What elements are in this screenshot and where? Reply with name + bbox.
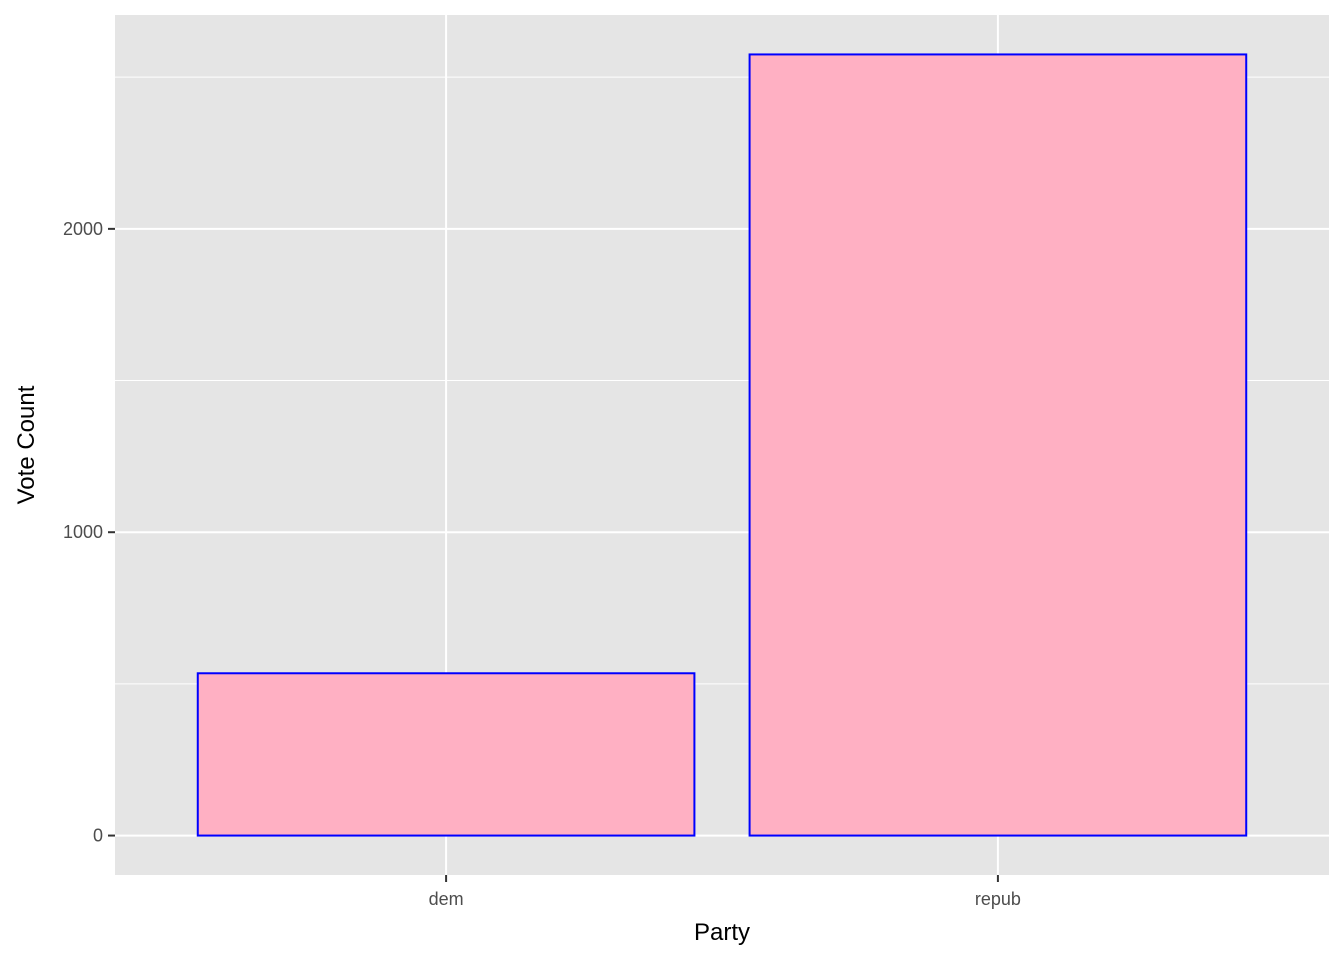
bar-dem <box>196 672 696 837</box>
x-tick-label: dem <box>429 889 464 909</box>
bars <box>196 53 1248 837</box>
y-axis: 0 1000 2000 <box>63 219 115 846</box>
y-tick-label: 2000 <box>63 219 103 239</box>
y-tick-label: 0 <box>93 826 103 846</box>
y-tick-label: 1000 <box>63 522 103 542</box>
x-tick-label: repub <box>975 889 1021 909</box>
x-axis: dem repub <box>429 875 1021 909</box>
x-axis-title: Party <box>694 919 750 946</box>
y-axis-title: Vote Count <box>13 385 40 504</box>
bar-repub <box>748 53 1248 837</box>
